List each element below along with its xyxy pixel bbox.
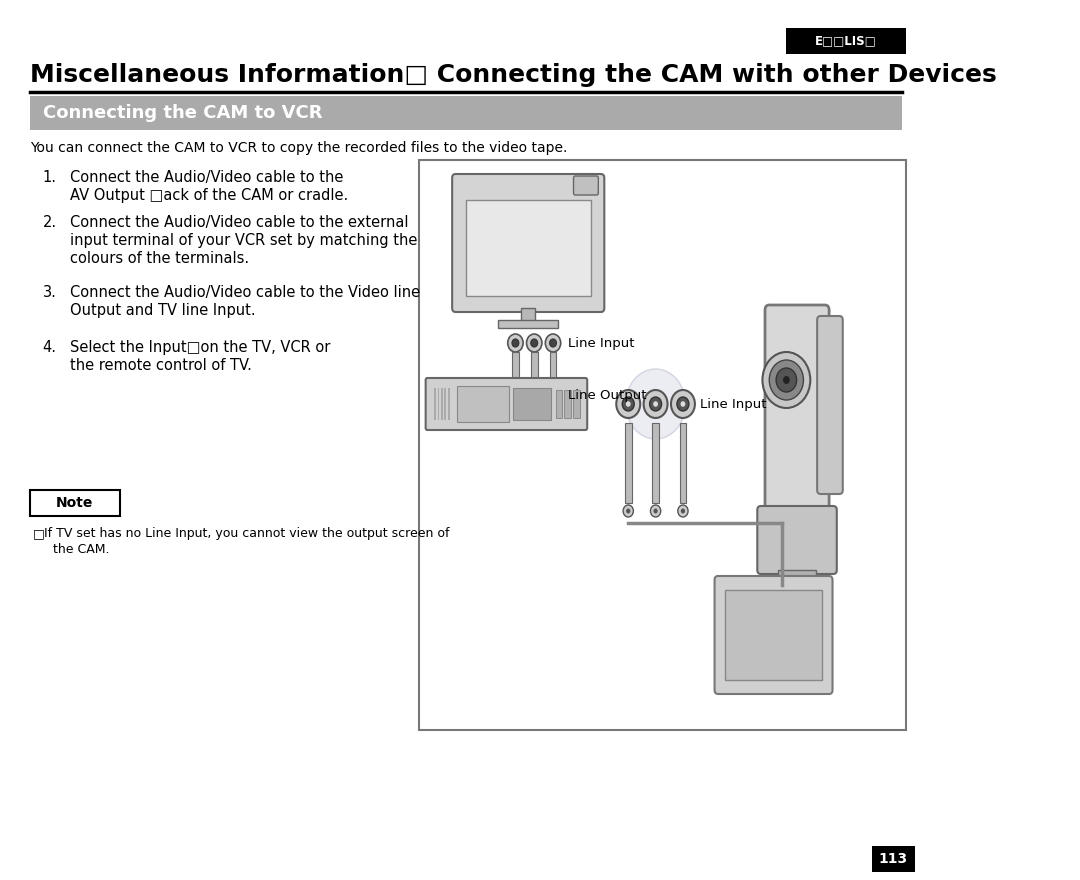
Bar	[437, 388, 440, 420]
Circle shape	[680, 509, 685, 514]
Text: 1.: 1.	[43, 170, 57, 185]
Bar	[434, 388, 436, 420]
FancyBboxPatch shape	[715, 576, 833, 694]
Circle shape	[527, 386, 542, 404]
Text: Line Output: Line Output	[568, 388, 646, 401]
Bar	[522, 308, 535, 323]
Text: Connecting the CAM to VCR: Connecting the CAM to VCR	[43, 104, 322, 122]
Text: Connect the Audio/Video cable to the: Connect the Audio/Video cable to the	[70, 170, 343, 185]
Bar	[564, 390, 571, 418]
Text: the CAM.: the CAM.	[53, 543, 109, 556]
Circle shape	[625, 401, 631, 407]
Bar	[512, 407, 518, 429]
Circle shape	[545, 334, 561, 352]
Text: 4.: 4.	[43, 340, 57, 355]
Bar	[679, 423, 687, 503]
Bar	[457, 386, 509, 422]
Bar	[786, 28, 906, 54]
Circle shape	[512, 391, 518, 399]
Bar	[448, 388, 449, 420]
Circle shape	[530, 391, 538, 399]
Circle shape	[769, 360, 804, 400]
Bar	[725, 590, 822, 680]
Text: Line Input: Line Input	[568, 336, 634, 349]
Bar	[445, 388, 446, 420]
Text: colours of the terminals.: colours of the terminals.	[70, 251, 249, 266]
Bar	[498, 320, 558, 328]
Circle shape	[617, 390, 640, 418]
Circle shape	[653, 401, 658, 407]
Circle shape	[623, 505, 633, 517]
Text: the remote control of TV.: the remote control of TV.	[70, 358, 252, 373]
Bar	[465, 200, 591, 296]
Circle shape	[508, 386, 523, 404]
Text: 3.: 3.	[43, 285, 56, 300]
FancyBboxPatch shape	[426, 378, 588, 430]
Bar	[419, 160, 906, 730]
Circle shape	[644, 390, 667, 418]
Circle shape	[677, 397, 689, 411]
Text: 113: 113	[879, 852, 908, 866]
Text: Miscellaneous Information□ Connecting the CAM with other Devices: Miscellaneous Information□ Connecting th…	[30, 63, 997, 87]
Circle shape	[527, 334, 542, 352]
Circle shape	[777, 368, 797, 392]
Bar	[30, 96, 902, 130]
Circle shape	[550, 391, 556, 399]
Bar	[530, 407, 538, 429]
Circle shape	[512, 339, 518, 347]
Circle shape	[530, 339, 538, 347]
Text: Select the Input□on the TV, VCR or: Select the Input□on the TV, VCR or	[70, 340, 330, 355]
Circle shape	[508, 334, 523, 352]
Circle shape	[671, 390, 694, 418]
Circle shape	[622, 397, 634, 411]
Circle shape	[678, 505, 688, 517]
Circle shape	[649, 397, 662, 411]
Bar	[572, 390, 580, 418]
Text: □: □	[32, 527, 44, 540]
Bar	[513, 388, 551, 420]
FancyBboxPatch shape	[453, 174, 605, 312]
Bar	[441, 388, 443, 420]
FancyBboxPatch shape	[757, 506, 837, 574]
Text: Connect the Audio/Video cable to the external: Connect the Audio/Video cable to the ext…	[70, 215, 408, 230]
Bar	[550, 407, 556, 429]
Circle shape	[650, 505, 661, 517]
Circle shape	[680, 401, 686, 407]
FancyBboxPatch shape	[765, 305, 829, 515]
Circle shape	[653, 509, 658, 514]
Text: You can connect the CAM to VCR to copy the recorded files to the video tape.: You can connect the CAM to VCR to copy t…	[30, 141, 567, 155]
Circle shape	[550, 339, 556, 347]
Text: Connect the Audio/Video cable to the Video line: Connect the Audio/Video cable to the Vid…	[70, 285, 420, 300]
Bar	[550, 352, 556, 381]
Text: Output and TV line Input.: Output and TV line Input.	[70, 303, 256, 318]
Text: AV Output □ack of the CAM or cradle.: AV Output □ack of the CAM or cradle.	[70, 188, 349, 203]
Circle shape	[783, 376, 789, 384]
Text: Line Input: Line Input	[700, 398, 767, 410]
Circle shape	[545, 386, 561, 404]
Text: input terminal of your VCR set by matching the: input terminal of your VCR set by matchi…	[70, 233, 418, 248]
Bar	[30, 490, 120, 516]
Bar	[778, 570, 816, 585]
Bar	[555, 390, 563, 418]
Circle shape	[625, 369, 686, 439]
Text: If TV set has no Line Input, you cannot view the output screen of: If TV set has no Line Input, you cannot …	[44, 527, 450, 540]
Circle shape	[626, 509, 631, 514]
Bar	[652, 423, 659, 503]
FancyBboxPatch shape	[818, 316, 842, 494]
Bar	[872, 846, 915, 872]
Text: E□□LIS□: E□□LIS□	[815, 34, 877, 48]
FancyBboxPatch shape	[573, 176, 598, 195]
Bar	[530, 352, 538, 381]
Bar	[512, 352, 518, 381]
Text: 2.: 2.	[43, 215, 57, 230]
Text: Note: Note	[56, 496, 93, 510]
Circle shape	[762, 352, 810, 408]
Bar	[625, 423, 632, 503]
